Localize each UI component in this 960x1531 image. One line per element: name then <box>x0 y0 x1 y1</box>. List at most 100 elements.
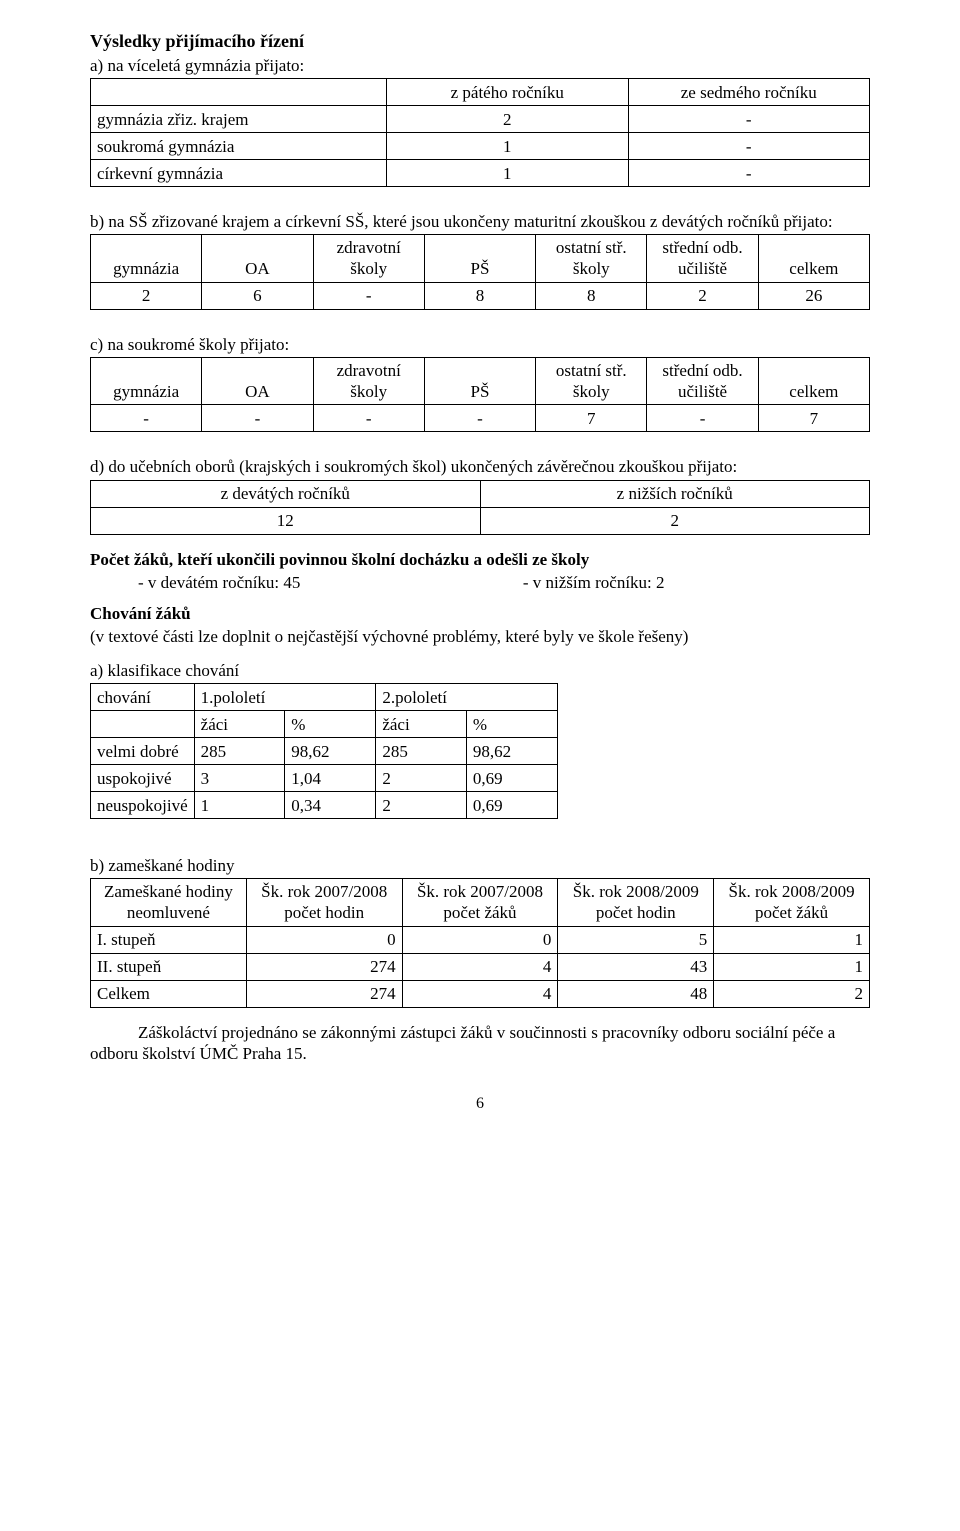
cell: žáci <box>194 710 285 737</box>
cell: I. stupeň <box>91 926 247 953</box>
cell: neuspokojivé <box>91 791 195 818</box>
cell: 26 <box>758 282 869 309</box>
cell: gymnázia zřiz. krajem <box>91 105 387 132</box>
cell: 1 <box>714 953 870 980</box>
leavers-line: - v devátém ročníku: 45 - v nižším roční… <box>138 572 870 593</box>
cell: - <box>313 282 424 309</box>
d-label: d) do učebních oborů (krajských i soukro… <box>90 456 870 477</box>
cell: 43 <box>558 953 714 980</box>
cell: - <box>647 405 758 432</box>
cell: 1 <box>387 159 628 186</box>
table-row: neuspokojivé 1 0,34 2 0,69 <box>91 791 558 818</box>
c-label: c) na soukromé školy přijato: <box>90 334 870 355</box>
cell: - <box>424 405 535 432</box>
cell: uspokojivé <box>91 764 195 791</box>
cell: Šk. rok 2008/2009 počet hodin <box>558 879 714 927</box>
cell: z nižších ročníků <box>480 480 870 507</box>
cell: % <box>285 710 376 737</box>
behavior-note: (v textové části lze doplnit o nejčastěj… <box>90 626 870 647</box>
class-table: chování 1.pololetí 2.pololetí žáci % žác… <box>90 683 558 819</box>
table-row: 2 6 - 8 8 2 26 <box>91 282 870 309</box>
class-label: a) klasifikace chování <box>90 660 870 681</box>
leavers-left: - v devátém ročníku: 45 <box>138 572 519 593</box>
cell: Šk. rok 2007/2008 počet hodin <box>246 879 402 927</box>
leavers-title: Počet žáků, kteří ukončili povinnou škol… <box>90 549 870 570</box>
cell: PŠ <box>424 357 535 405</box>
cell: ostatní stř. školy <box>536 357 647 405</box>
cell: Zameškané hodiny neomluvené <box>91 879 247 927</box>
cell: OA <box>202 235 313 283</box>
cell: střední odb. učiliště <box>647 357 758 405</box>
cell: 1.pololetí <box>194 683 376 710</box>
cell: 0,69 <box>466 764 557 791</box>
cell: 2 <box>480 507 870 534</box>
section-title: Výsledky přijímacího řízení <box>90 30 870 53</box>
cell: II. stupeň <box>91 953 247 980</box>
cell: 0,69 <box>466 791 557 818</box>
cell: 98,62 <box>285 737 376 764</box>
cell: 6 <box>202 282 313 309</box>
cell: Šk. rok 2007/2008 počet žáků <box>402 879 558 927</box>
table-row: gymnázia zřiz. krajem 2 - <box>91 105 870 132</box>
table-row: žáci % žáci % <box>91 710 558 737</box>
page-number: 6 <box>90 1094 870 1114</box>
table-row: velmi dobré 285 98,62 285 98,62 <box>91 737 558 764</box>
cell: 48 <box>558 980 714 1007</box>
cell: 3 <box>194 764 285 791</box>
cell: 0,34 <box>285 791 376 818</box>
cell: 1 <box>194 791 285 818</box>
cell: soukromá gymnázia <box>91 132 387 159</box>
cell: Šk. rok 2008/2009 počet žáků <box>714 879 870 927</box>
a-label: a) na víceletá gymnázia přijato: <box>90 55 870 76</box>
cell: 4 <box>402 953 558 980</box>
cell: zdravotní školy <box>313 357 424 405</box>
table-row: II. stupeň 274 4 43 1 <box>91 953 870 980</box>
cell: 2 <box>647 282 758 309</box>
cell: žáci <box>376 710 467 737</box>
table-row: - - - - 7 - 7 <box>91 405 870 432</box>
cell: 1 <box>387 132 628 159</box>
cell: 2 <box>714 980 870 1007</box>
cell: velmi dobré <box>91 737 195 764</box>
table-row: gymnázia OA zdravotní školy PŠ ostatní s… <box>91 357 870 405</box>
table-row: Zameškané hodiny neomluvené Šk. rok 2007… <box>91 879 870 927</box>
cell: 0 <box>246 926 402 953</box>
cell: 8 <box>536 282 647 309</box>
table-row: uspokojivé 3 1,04 2 0,69 <box>91 764 558 791</box>
cell: církevní gymnázia <box>91 159 387 186</box>
cell: 1 <box>714 926 870 953</box>
cell: - <box>628 159 870 186</box>
cell: PŠ <box>424 235 535 283</box>
cell: 12 <box>91 507 481 534</box>
cell: z pátého ročníku <box>387 78 628 105</box>
cell: 0 <box>402 926 558 953</box>
cell: 2.pololetí <box>376 683 558 710</box>
cell: 98,62 <box>466 737 557 764</box>
leavers-right: - v nižším ročníku: 2 <box>523 573 665 592</box>
table-row: z devátých ročníků z nižších ročníků <box>91 480 870 507</box>
cell: % <box>466 710 557 737</box>
table-row: chování 1.pololetí 2.pololetí <box>91 683 558 710</box>
cell: 8 <box>424 282 535 309</box>
cell: - <box>91 405 202 432</box>
table-row: gymnázia OA zdravotní školy PŠ ostatní s… <box>91 235 870 283</box>
behavior-title: Chování žáků <box>90 603 870 624</box>
final-paragraph: Záškoláctví projednáno se zákonnými zást… <box>90 1022 870 1065</box>
c-table: gymnázia OA zdravotní školy PŠ ostatní s… <box>90 357 870 433</box>
cell: 2 <box>376 791 467 818</box>
cell: 285 <box>194 737 285 764</box>
cell: 4 <box>402 980 558 1007</box>
cell: OA <box>202 357 313 405</box>
cell: ze sedmého ročníku <box>628 78 870 105</box>
cell: 7 <box>758 405 869 432</box>
cell: - <box>628 132 870 159</box>
table-row: Celkem 274 4 48 2 <box>91 980 870 1007</box>
cell: 285 <box>376 737 467 764</box>
b-table: gymnázia OA zdravotní školy PŠ ostatní s… <box>90 234 870 310</box>
cell: 2 <box>387 105 628 132</box>
cell: 5 <box>558 926 714 953</box>
cell: 2 <box>376 764 467 791</box>
cell <box>91 710 195 737</box>
missed-table: Zameškané hodiny neomluvené Šk. rok 2007… <box>90 878 870 1008</box>
cell: 274 <box>246 953 402 980</box>
